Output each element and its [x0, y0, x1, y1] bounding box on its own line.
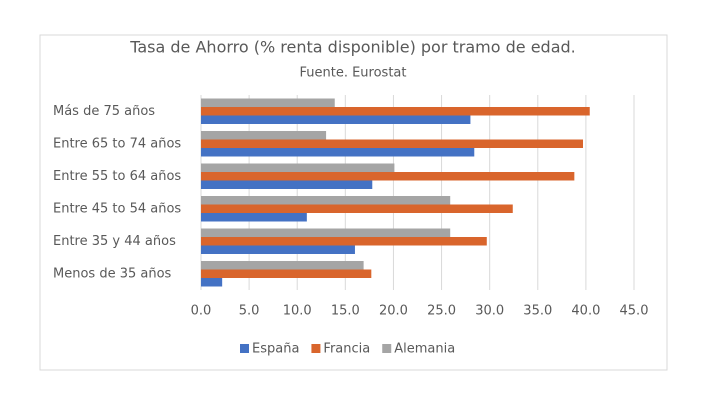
- bar: [201, 131, 327, 140]
- bar: [201, 172, 575, 181]
- x-tick-label: 10.0: [283, 304, 312, 319]
- x-tick-label: 45.0: [620, 304, 649, 319]
- y-tick-label: Menos de 35 años: [53, 266, 172, 281]
- y-tick-label: Entre 55 to 64 años: [53, 169, 181, 184]
- bar: [201, 148, 475, 157]
- bar: [201, 180, 373, 189]
- bar: [201, 261, 364, 270]
- legend-label: España: [252, 342, 299, 357]
- x-tick-label: 25.0: [427, 304, 456, 319]
- bar: [201, 269, 372, 278]
- bar: [201, 228, 451, 237]
- bar: [201, 278, 223, 287]
- bar: [201, 196, 451, 205]
- x-tick-label: 30.0: [475, 304, 504, 319]
- legend-swatch: [311, 344, 321, 353]
- legend-label: Francia: [323, 342, 370, 357]
- bar: [201, 237, 487, 246]
- x-tick-label: 15.0: [331, 304, 360, 319]
- x-tick-label: 40.0: [571, 304, 600, 319]
- chart-title: Tasa de Ahorro (% renta disponible) por …: [129, 38, 576, 57]
- bar: [201, 98, 335, 107]
- bar: [201, 115, 471, 124]
- bar: [201, 213, 307, 222]
- y-tick-label: Entre 65 to 74 años: [53, 136, 181, 151]
- x-tick-label: 5.0: [239, 304, 260, 319]
- bar: [201, 245, 355, 254]
- legend-swatch: [240, 344, 249, 353]
- bar: [201, 107, 590, 116]
- x-tick-label: 0.0: [191, 304, 212, 319]
- chart-subtitle: Fuente. Eurostat: [299, 66, 406, 81]
- y-tick-label: Más de 75 años: [53, 104, 155, 119]
- bar: [201, 139, 584, 148]
- legend-swatch: [382, 344, 392, 353]
- y-tick-label: Entre 35 y 44 años: [53, 234, 176, 249]
- x-tick-label: 20.0: [379, 304, 408, 319]
- bar: [201, 204, 513, 213]
- x-tick-label: 35.0: [523, 304, 552, 319]
- bar: [201, 163, 395, 172]
- y-tick-label: Entre 45 to 54 años: [53, 201, 181, 216]
- legend-label: Alemania: [394, 342, 455, 357]
